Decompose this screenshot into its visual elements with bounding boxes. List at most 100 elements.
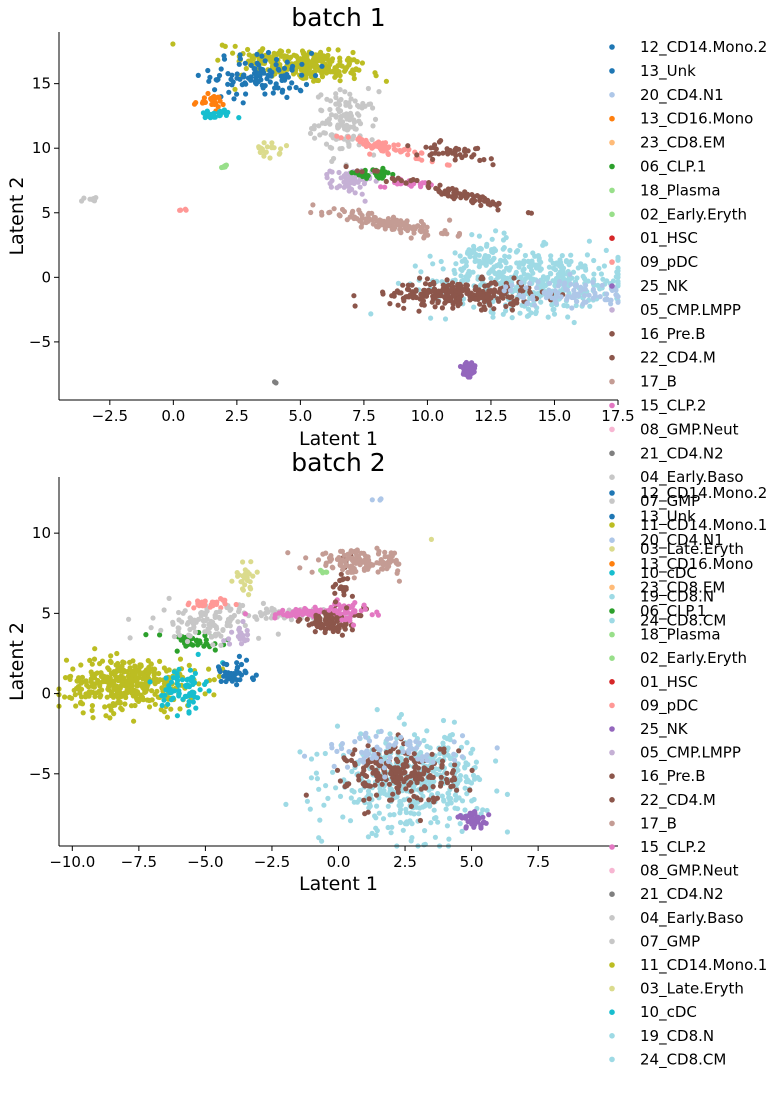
data-point bbox=[243, 657, 250, 663]
data-point bbox=[236, 626, 242, 632]
data-point bbox=[488, 280, 494, 286]
cluster-18 bbox=[455, 809, 492, 831]
data-point bbox=[509, 282, 515, 288]
x-tick-label: 17.5 bbox=[601, 407, 634, 425]
data-point bbox=[418, 269, 424, 275]
data-point bbox=[578, 288, 584, 294]
data-point bbox=[457, 253, 463, 259]
data-point bbox=[242, 668, 248, 674]
data-point bbox=[419, 302, 425, 308]
data-point bbox=[513, 284, 520, 291]
data-point bbox=[359, 749, 365, 756]
data-point bbox=[322, 750, 328, 757]
data-point bbox=[234, 660, 240, 666]
data-point bbox=[252, 78, 258, 84]
data-point bbox=[126, 616, 132, 622]
cluster-17 bbox=[452, 228, 521, 294]
data-point bbox=[242, 638, 248, 644]
data-point bbox=[477, 291, 483, 297]
data-point bbox=[406, 225, 412, 232]
data-point bbox=[476, 264, 482, 270]
data-point bbox=[599, 282, 605, 288]
data-point bbox=[387, 731, 393, 737]
data-point bbox=[472, 287, 478, 293]
legend-marker bbox=[609, 985, 615, 992]
data-point bbox=[212, 612, 218, 619]
data-point bbox=[128, 668, 134, 674]
data-point bbox=[337, 102, 343, 108]
data-point bbox=[466, 249, 472, 255]
data-point bbox=[468, 780, 475, 786]
data-point bbox=[236, 61, 242, 67]
data-point bbox=[348, 548, 354, 554]
data-point bbox=[107, 715, 113, 721]
data-point bbox=[382, 554, 388, 560]
data-point bbox=[488, 156, 494, 162]
data-point bbox=[330, 628, 336, 635]
data-point bbox=[208, 96, 214, 102]
x-tick-label: 15.0 bbox=[538, 407, 571, 425]
data-point bbox=[406, 750, 412, 756]
data-point bbox=[480, 276, 486, 282]
cluster-6 bbox=[219, 162, 229, 171]
legend-label: 15_CLP.2 bbox=[640, 397, 706, 416]
data-point bbox=[341, 755, 347, 761]
data-point bbox=[494, 788, 500, 794]
data-point bbox=[471, 304, 477, 310]
legend-label: 20_CD4.N1 bbox=[640, 531, 724, 550]
legend-label: 15_CLP.2 bbox=[640, 838, 706, 857]
data-point bbox=[309, 612, 315, 618]
data-point bbox=[315, 94, 321, 100]
data-point bbox=[509, 315, 515, 321]
data-point bbox=[424, 224, 430, 230]
data-point bbox=[349, 768, 355, 775]
data-point bbox=[356, 612, 362, 619]
data-point bbox=[591, 257, 597, 264]
data-point bbox=[215, 57, 221, 63]
data-point bbox=[238, 672, 245, 678]
data-point bbox=[383, 78, 389, 84]
data-point bbox=[244, 632, 251, 638]
data-point bbox=[462, 764, 468, 770]
data-point bbox=[444, 231, 450, 237]
data-point bbox=[135, 697, 142, 703]
data-point bbox=[337, 78, 343, 84]
batch-1-panel: −2.5 0.0 2.5 5.0 7.5 10.0 12.5 15.0 17.5 −5 0 5 10 15… bbox=[6, 3, 635, 450]
data-point bbox=[552, 288, 558, 294]
legend-marker bbox=[609, 498, 615, 504]
legend-marker bbox=[609, 44, 615, 50]
data-point bbox=[203, 637, 209, 643]
data-point bbox=[584, 252, 591, 258]
data-point bbox=[331, 763, 337, 770]
data-point bbox=[340, 119, 346, 125]
data-point bbox=[158, 627, 164, 634]
data-point bbox=[186, 699, 192, 705]
data-point bbox=[196, 681, 202, 687]
cluster-13 bbox=[405, 138, 496, 168]
data-point bbox=[333, 785, 339, 791]
data-point bbox=[421, 737, 427, 744]
data-point bbox=[370, 562, 376, 568]
data-point bbox=[123, 694, 129, 701]
data-point bbox=[267, 68, 273, 74]
data-point bbox=[369, 497, 375, 503]
data-point bbox=[365, 743, 371, 749]
cluster-4 bbox=[307, 85, 382, 168]
data-point bbox=[362, 811, 368, 817]
data-point bbox=[481, 299, 487, 305]
data-point bbox=[418, 797, 424, 803]
data-point bbox=[70, 666, 76, 672]
batch-2-legend: 12_CD14.Mono.2 13_Unk 20_CD4.N1 13_CD16.Mon… bbox=[609, 484, 767, 1069]
data-point bbox=[240, 618, 246, 625]
data-point bbox=[454, 787, 460, 793]
data-point bbox=[509, 294, 515, 300]
data-point bbox=[214, 626, 220, 632]
data-point bbox=[303, 555, 309, 561]
data-point bbox=[482, 306, 488, 312]
data-point bbox=[383, 178, 389, 185]
data-point bbox=[318, 625, 324, 631]
data-point bbox=[366, 796, 372, 802]
data-point bbox=[495, 207, 501, 213]
data-point bbox=[457, 152, 463, 158]
data-point bbox=[205, 90, 211, 97]
